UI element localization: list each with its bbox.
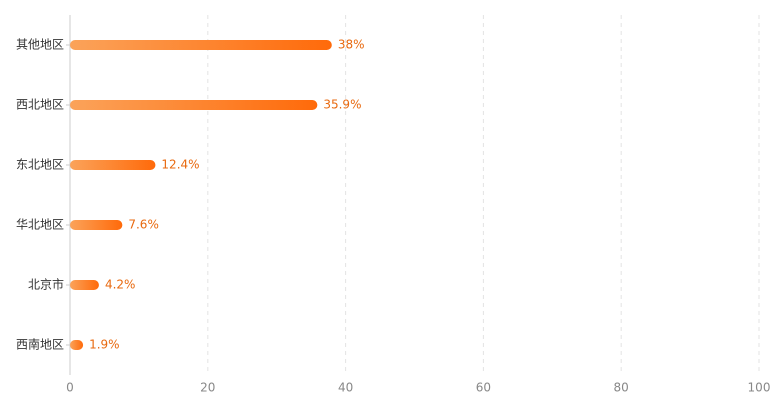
bar: [70, 40, 332, 50]
value-label: 7.6%: [128, 218, 159, 232]
y-tick-label: 东北地区: [16, 158, 64, 172]
x-tick-label: 40: [338, 381, 353, 395]
x-tick-label: 100: [748, 381, 771, 395]
x-tick-label: 80: [614, 381, 629, 395]
value-label: 4.2%: [105, 278, 136, 292]
bar: [70, 160, 156, 170]
x-tick-label: 0: [66, 381, 74, 395]
y-tick-label: 西北地区: [16, 98, 64, 112]
x-tick-label: 60: [476, 381, 491, 395]
y-tick-label: 西南地区: [16, 337, 64, 352]
bar: [70, 340, 84, 350]
y-tick-label: 北京市: [28, 277, 64, 292]
bar: [70, 100, 318, 110]
value-label: 1.9%: [89, 338, 120, 352]
y-tick-label: 其他地区: [16, 38, 64, 52]
value-label: 38%: [338, 38, 365, 52]
x-tick-label: 20: [200, 381, 215, 395]
value-label: 12.4%: [161, 158, 199, 172]
bar: [70, 220, 123, 230]
y-tick-label: 华北地区: [16, 218, 64, 232]
bar: [70, 280, 99, 290]
value-label: 35.9%: [323, 98, 361, 112]
